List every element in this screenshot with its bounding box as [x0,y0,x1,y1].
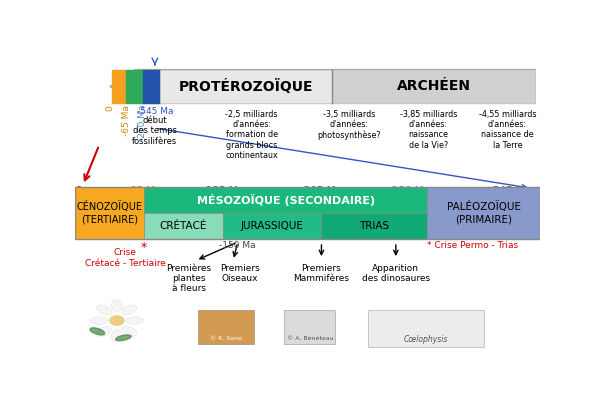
Text: TRIAS: TRIAS [359,221,389,231]
Ellipse shape [111,330,122,342]
Text: JURASSIQUE: JURASSIQUE [241,221,304,231]
Text: Premières
plantes
à fleurs: Premières plantes à fleurs [166,264,211,294]
Text: Crise
Crétacé - Tertiaire: Crise Crétacé - Tertiaire [85,248,166,268]
Bar [144,213,223,239]
FancyBboxPatch shape [198,310,254,344]
Ellipse shape [90,317,108,324]
Text: PALÉOZOÏQUE
(PRIMAIRE): PALÉOZOÏQUE (PRIMAIRE) [447,202,521,224]
Bar [75,186,540,239]
Text: -2,5 milliards
d'années:
formation de
grands blocs
continentaux: -2,5 milliards d'années: formation de gr… [226,110,278,160]
Bar [112,70,126,104]
Text: *: * [140,240,147,254]
Ellipse shape [122,326,137,336]
Ellipse shape [126,317,144,324]
Text: -65 Ma: -65 Ma [126,186,161,196]
Text: MÉSOZOÏQUE (SECONDAIRE): MÉSOZOÏQUE (SECONDAIRE) [197,194,375,206]
Bar [332,70,535,104]
Bar [144,186,427,213]
Ellipse shape [122,305,137,315]
Text: ARCHÉEN: ARCHÉEN [397,80,470,94]
Text: Cœlophysis: Cœlophysis [404,335,448,344]
Text: Premiers
Mammifères: Premiers Mammifères [293,264,349,283]
Text: -150 Ma: -150 Ma [220,240,256,250]
Bar [75,186,144,239]
Circle shape [110,316,124,325]
Text: Premiers
Oiseaux: Premiers Oiseaux [220,264,260,283]
Bar [368,310,484,347]
Text: © A. Bénéteau: © A. Bénéteau [287,336,333,341]
Ellipse shape [111,300,122,312]
Text: -65 Ma: -65 Ma [122,105,131,136]
Ellipse shape [97,305,112,315]
Bar [427,186,540,239]
Ellipse shape [97,326,112,336]
Text: début
des temps
fossilifères: début des temps fossilifères [132,116,178,146]
Bar [126,70,143,104]
Bar [143,70,160,104]
Text: -3,5 milliards
d'années:
photosynthèse?: -3,5 milliards d'années: photosynthèse? [317,110,381,140]
Text: Apparition
des dinosaures: Apparition des dinosaures [362,264,430,283]
Text: © K. Sano: © K. Sano [210,336,242,341]
Text: * Crise Permo - Trias: * Crise Permo - Trias [427,240,518,250]
Text: -545 Ma: -545 Ma [489,186,531,196]
Text: 0: 0 [106,105,115,111]
Text: -545 Ma: -545 Ma [137,106,173,116]
Text: 0: 0 [76,186,82,196]
Text: -3,85 milliards
d'années:
naissance
de la Vie?: -3,85 milliards d'années: naissance de l… [400,110,457,150]
Bar [284,310,335,344]
Text: -205 Ma: -205 Ma [301,186,343,196]
Text: -135 Ma: -135 Ma [202,186,244,196]
Text: PROTÉROZOÏQUE: PROTÉROZOÏQUE [178,79,313,94]
Text: CÉNOZOÏQUE
(TERTIAIRE): CÉNOZOÏQUE (TERTIAIRE) [76,202,142,224]
Ellipse shape [116,335,131,341]
Text: CRÉTACÉ: CRÉTACÉ [160,221,207,231]
Text: -250 Ma: -250 Ma [139,105,148,142]
Ellipse shape [90,328,104,335]
Text: -250 Ma: -250 Ma [388,186,430,196]
FancyArrow shape [110,70,535,104]
Text: -4,55 milliards
d'années:
naissance de
la Terre: -4,55 milliards d'années: naissance de l… [479,110,536,150]
Bar [160,70,332,104]
Bar [322,213,427,239]
Bar [223,213,322,239]
